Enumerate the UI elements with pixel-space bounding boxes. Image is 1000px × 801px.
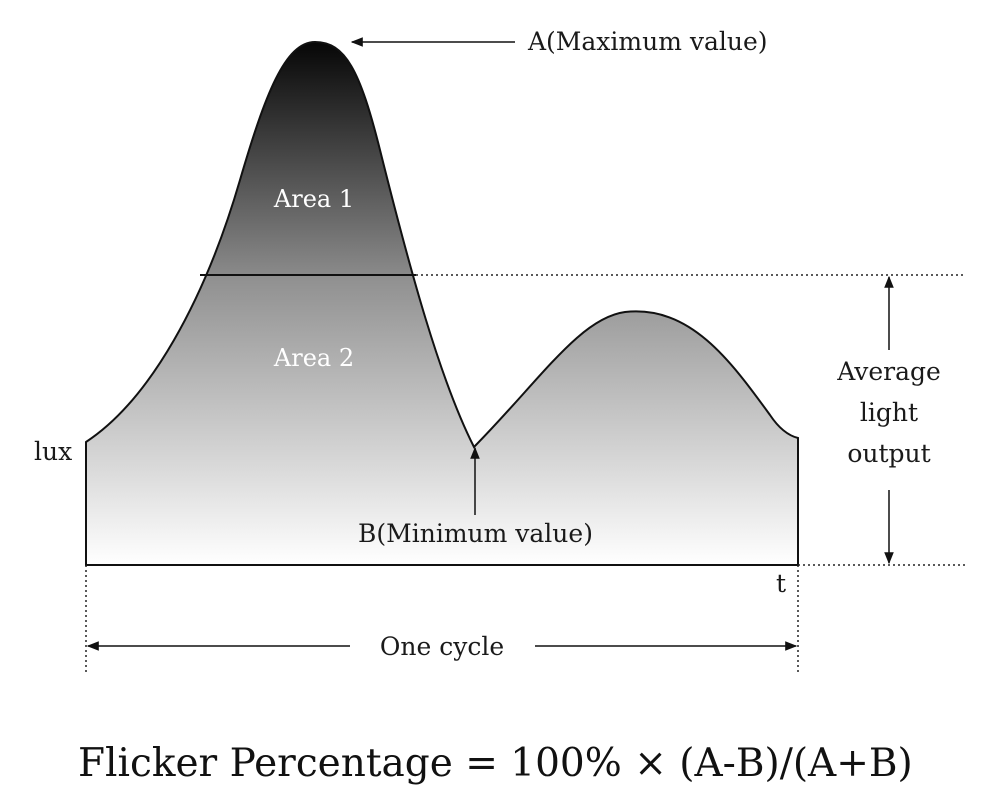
average-label-line-2: light bbox=[860, 398, 918, 427]
waveform-fill-peak bbox=[206, 42, 413, 275]
average-label-line-1: Average bbox=[836, 357, 941, 386]
area1-label: Area 1 bbox=[273, 185, 354, 213]
waveform-outline bbox=[85, 40, 799, 566]
flicker-formula: Flicker Percentage = 100% × (A-B)/(A+B) bbox=[78, 741, 913, 786]
max-value-label: A(Maximum value) bbox=[527, 27, 768, 56]
area2-label: Area 2 bbox=[273, 344, 354, 372]
x-axis-label: t bbox=[776, 569, 786, 598]
waveform-fill-lower bbox=[86, 275, 798, 565]
average-label-line-3: output bbox=[847, 439, 930, 468]
min-value-label: B(Minimum value) bbox=[358, 519, 593, 548]
cycle-label: One cycle bbox=[380, 632, 504, 661]
y-axis-label: lux bbox=[34, 437, 72, 466]
